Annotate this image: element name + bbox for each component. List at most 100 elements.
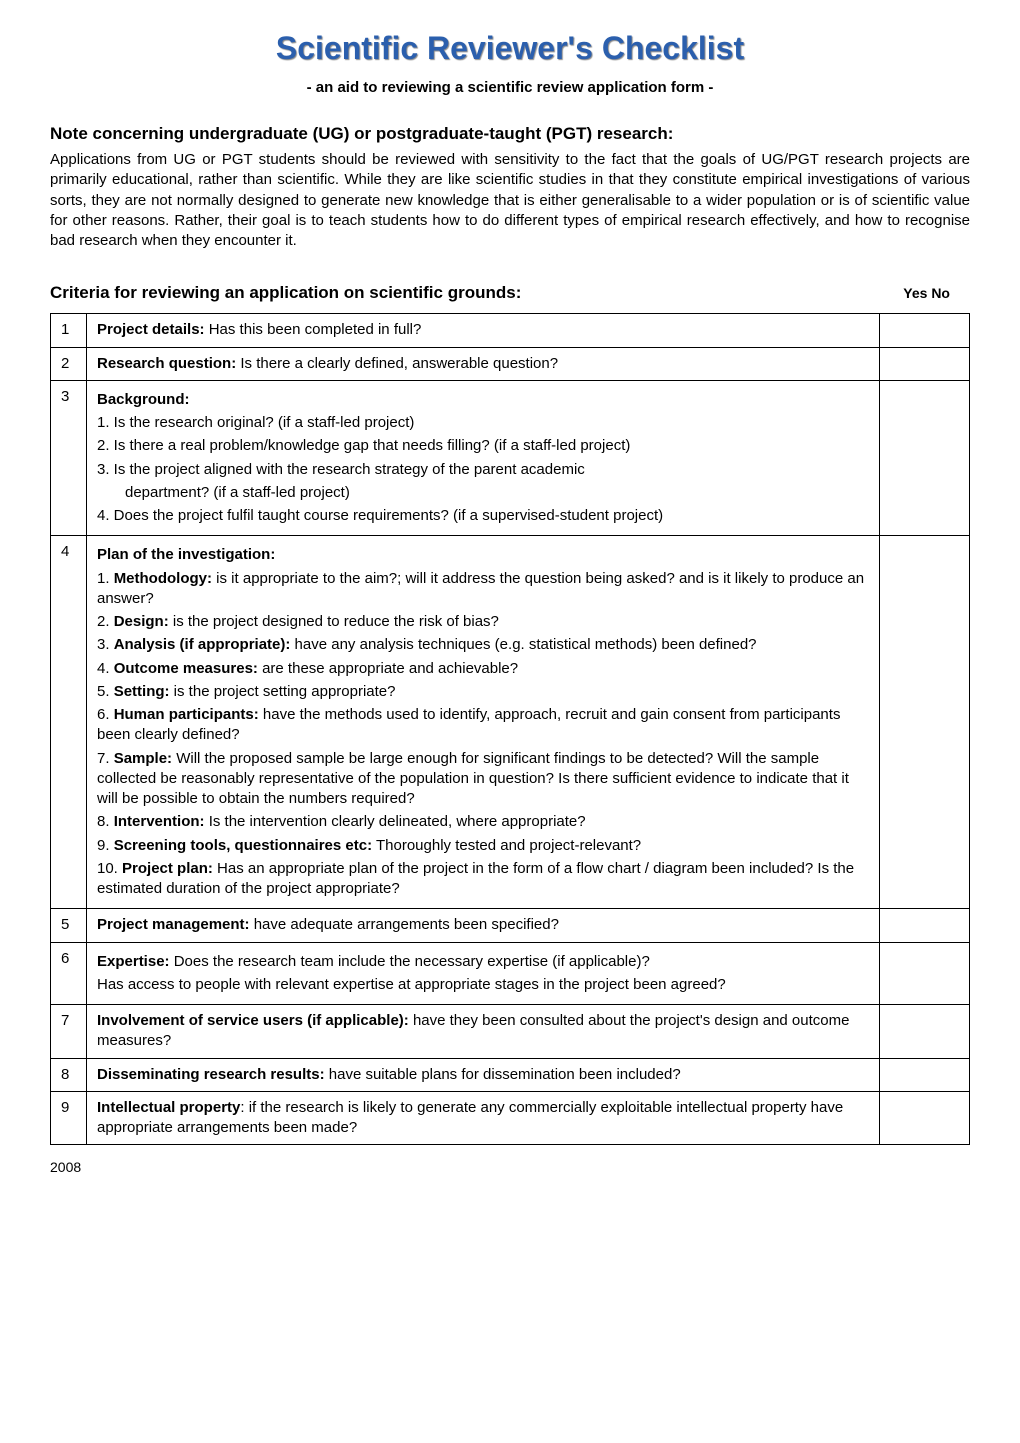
background-item: 1. Is the research original? (if a staff…: [97, 413, 869, 433]
row-lead: Expertise:: [97, 953, 170, 970]
row-content: Background: 1. Is the research original?…: [87, 380, 880, 536]
plan-item-num: 8.: [97, 813, 114, 830]
background-item: 3. Is the project aligned with the resea…: [97, 460, 869, 480]
plan-item-rest: Will the proposed sample be large enough…: [97, 750, 849, 808]
plan-item-rest: Is the intervention clearly delineated, …: [205, 813, 586, 830]
yes-no-cell[interactable]: [880, 1058, 970, 1091]
row-number: 2: [51, 347, 87, 380]
plan-item-num: 10.: [97, 860, 122, 877]
plan-item: 10. Project plan: Has an appropriate pla…: [97, 859, 869, 900]
background-item: department? (if a staff-led project): [97, 483, 869, 503]
row-lead: Intellectual property: [97, 1099, 240, 1116]
row-content: Project details: Has this been completed…: [87, 314, 880, 347]
row-number: 6: [51, 942, 87, 1005]
row-content: Disseminating research results: have sui…: [87, 1058, 880, 1091]
plan-item-lead: Setting:: [114, 683, 170, 700]
plan-item-lead: Project plan:: [122, 860, 213, 877]
row-rest: Does the research team include the neces…: [170, 953, 650, 970]
table-row: 6 Expertise: Does the research team incl…: [51, 942, 970, 1005]
plan-item: 3. Analysis (if appropriate): have any a…: [97, 635, 869, 655]
row-number: 5: [51, 909, 87, 942]
criteria-header-row: Criteria for reviewing an application on…: [50, 283, 970, 303]
row-content: Involvement of service users (if applica…: [87, 1005, 880, 1059]
plan-item: 7. Sample: Will the proposed sample be l…: [97, 749, 869, 810]
row-extra: Has access to people with relevant exper…: [97, 975, 869, 995]
row-number: 3: [51, 380, 87, 536]
yes-no-cell[interactable]: [880, 536, 970, 909]
yes-no-cell[interactable]: [880, 1005, 970, 1059]
plan-item-num: 9.: [97, 837, 114, 854]
plan-heading: Plan of the investigation:: [97, 545, 869, 565]
plan-item-num: 1.: [97, 570, 114, 587]
table-row: 5 Project management: have adequate arra…: [51, 909, 970, 942]
row-lead: Involvement of service users (if applica…: [97, 1012, 409, 1029]
plan-item-rest: have any analysis techniques (e.g. stati…: [290, 636, 756, 653]
plan-item-lead: Methodology:: [114, 570, 212, 587]
table-row: 8 Disseminating research results: have s…: [51, 1058, 970, 1091]
row-content: Plan of the investigation: 1. Methodolog…: [87, 536, 880, 909]
plan-item-lead: Analysis (if appropriate):: [114, 636, 291, 653]
plan-item: 1. Methodology: is it appropriate to the…: [97, 569, 869, 610]
plan-item-lead: Design:: [114, 613, 169, 630]
yes-no-label: Yes No: [903, 285, 970, 301]
plan-item-lead: Intervention:: [114, 813, 205, 830]
table-row: 9 Intellectual property: if the research…: [51, 1091, 970, 1145]
row-rest: Is there a clearly defined, answerable q…: [236, 355, 558, 372]
plan-item: 8. Intervention: Is the intervention cle…: [97, 812, 869, 832]
yes-no-cell[interactable]: [880, 909, 970, 942]
plan-item: 9. Screening tools, questionnaires etc: …: [97, 836, 869, 856]
yes-no-cell[interactable]: [880, 314, 970, 347]
plan-item-rest: is the project designed to reduce the ri…: [169, 613, 499, 630]
row-content: Research question: Is there a clearly de…: [87, 347, 880, 380]
plan-item-lead: Sample:: [114, 750, 172, 767]
plan-item-lead: Outcome measures:: [114, 660, 258, 677]
plan-item-num: 6.: [97, 706, 114, 723]
table-row: 2 Research question: Is there a clearly …: [51, 347, 970, 380]
yes-no-cell[interactable]: [880, 347, 970, 380]
table-row: 4 Plan of the investigation: 1. Methodol…: [51, 536, 970, 909]
row-number: 9: [51, 1091, 87, 1145]
yes-no-cell[interactable]: [880, 380, 970, 536]
row-number: 8: [51, 1058, 87, 1091]
row-lead: Research question:: [97, 355, 236, 372]
plan-item: 5. Setting: is the project setting appro…: [97, 682, 869, 702]
row-number: 7: [51, 1005, 87, 1059]
background-item: 4. Does the project fulfil taught course…: [97, 506, 869, 526]
background-item: 2. Is there a real problem/knowledge gap…: [97, 436, 869, 456]
row-lead: Project management:: [97, 916, 250, 933]
footer-year: 2008: [50, 1159, 970, 1175]
row-number: 1: [51, 314, 87, 347]
plan-item: 4. Outcome measures: are these appropria…: [97, 659, 869, 679]
plan-item-rest: is it appropriate to the aim?; will it a…: [97, 570, 864, 607]
plan-item: 2. Design: is the project designed to re…: [97, 612, 869, 632]
row-rest: have adequate arrangements been specifie…: [250, 916, 559, 933]
document-subtitle: - an aid to reviewing a scientific revie…: [50, 79, 970, 96]
plan-item-rest: Thoroughly tested and project-relevant?: [372, 837, 641, 854]
row-content: Project management: have adequate arrang…: [87, 909, 880, 942]
row-number: 4: [51, 536, 87, 909]
plan-item: 6. Human participants: have the methods …: [97, 705, 869, 746]
plan-item-num: 3.: [97, 636, 114, 653]
plan-item-num: 7.: [97, 750, 114, 767]
yes-no-cell[interactable]: [880, 1091, 970, 1145]
plan-item-num: 5.: [97, 683, 114, 700]
row-lead: Project details:: [97, 321, 205, 338]
yes-no-cell[interactable]: [880, 942, 970, 1005]
table-row: 7 Involvement of service users (if appli…: [51, 1005, 970, 1059]
row-content: Intellectual property: if the research i…: [87, 1091, 880, 1145]
row-lead: Disseminating research results:: [97, 1066, 325, 1083]
row-rest: have suitable plans for dissemination be…: [325, 1066, 681, 1083]
row-rest: Has this been completed in full?: [205, 321, 422, 338]
plan-item-num: 2.: [97, 613, 114, 630]
row-content: Expertise: Does the research team includ…: [87, 942, 880, 1005]
plan-item-lead: Screening tools, questionnaires etc:: [114, 837, 372, 854]
background-heading: Background:: [97, 390, 869, 410]
document-title: Scientific Reviewer's Checklist: [50, 30, 970, 67]
note-heading: Note concerning undergraduate (UG) or po…: [50, 124, 970, 144]
note-body: Applications from UG or PGT students sho…: [50, 150, 970, 251]
plan-item-lead: Human participants:: [114, 706, 259, 723]
table-row: 3 Background: 1. Is the research origina…: [51, 380, 970, 536]
table-row: 1 Project details: Has this been complet…: [51, 314, 970, 347]
plan-item-num: 4.: [97, 660, 114, 677]
criteria-heading: Criteria for reviewing an application on…: [50, 283, 521, 303]
